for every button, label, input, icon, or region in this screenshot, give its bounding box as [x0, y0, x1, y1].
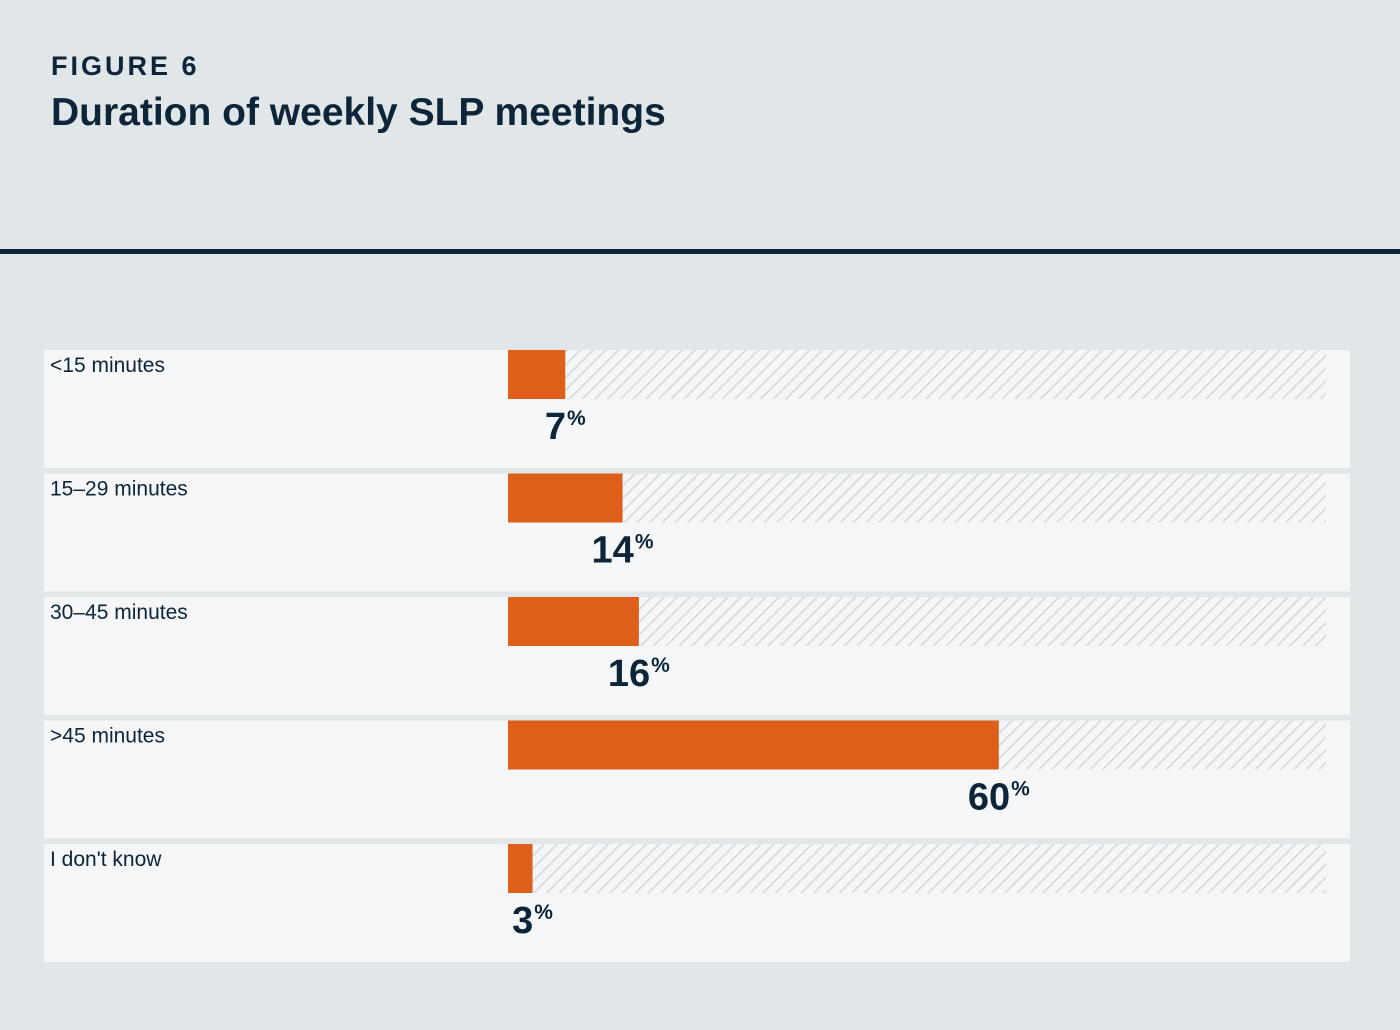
value-label: 16%	[608, 653, 670, 695]
category-label: I don't know	[50, 848, 162, 871]
bar-track	[508, 350, 1326, 399]
figure-label: FIGURE 6	[51, 51, 200, 81]
chart-row: >45 minutes 60%	[44, 720, 1350, 839]
bar	[508, 597, 639, 646]
bar-track	[508, 597, 1326, 646]
header-divider	[0, 249, 1400, 254]
category-label: 30–45 minutes	[50, 601, 188, 624]
value-label: 14%	[592, 530, 654, 572]
chart-row: I don't know 3%	[44, 844, 1350, 962]
value-label: 60%	[968, 777, 1030, 819]
bar	[508, 720, 999, 770]
category-label: >45 minutes	[50, 725, 165, 748]
chart-row: <15 minutes 7%	[44, 350, 1350, 468]
bar-track	[508, 844, 1326, 893]
bar	[508, 473, 623, 523]
category-label: <15 minutes	[50, 354, 165, 377]
bar-track	[508, 473, 1326, 523]
chart-title: Duration of weekly SLP meetings	[51, 91, 666, 134]
bar	[508, 350, 566, 399]
category-label: 15–29 minutes	[50, 478, 188, 501]
chart-row: 15–29 minutes 14%	[44, 473, 1350, 592]
chart-row: 30–45 minutes 16%	[44, 597, 1350, 715]
bar	[508, 844, 533, 893]
value-label: 3%	[512, 900, 553, 942]
value-label: 7%	[545, 406, 586, 448]
